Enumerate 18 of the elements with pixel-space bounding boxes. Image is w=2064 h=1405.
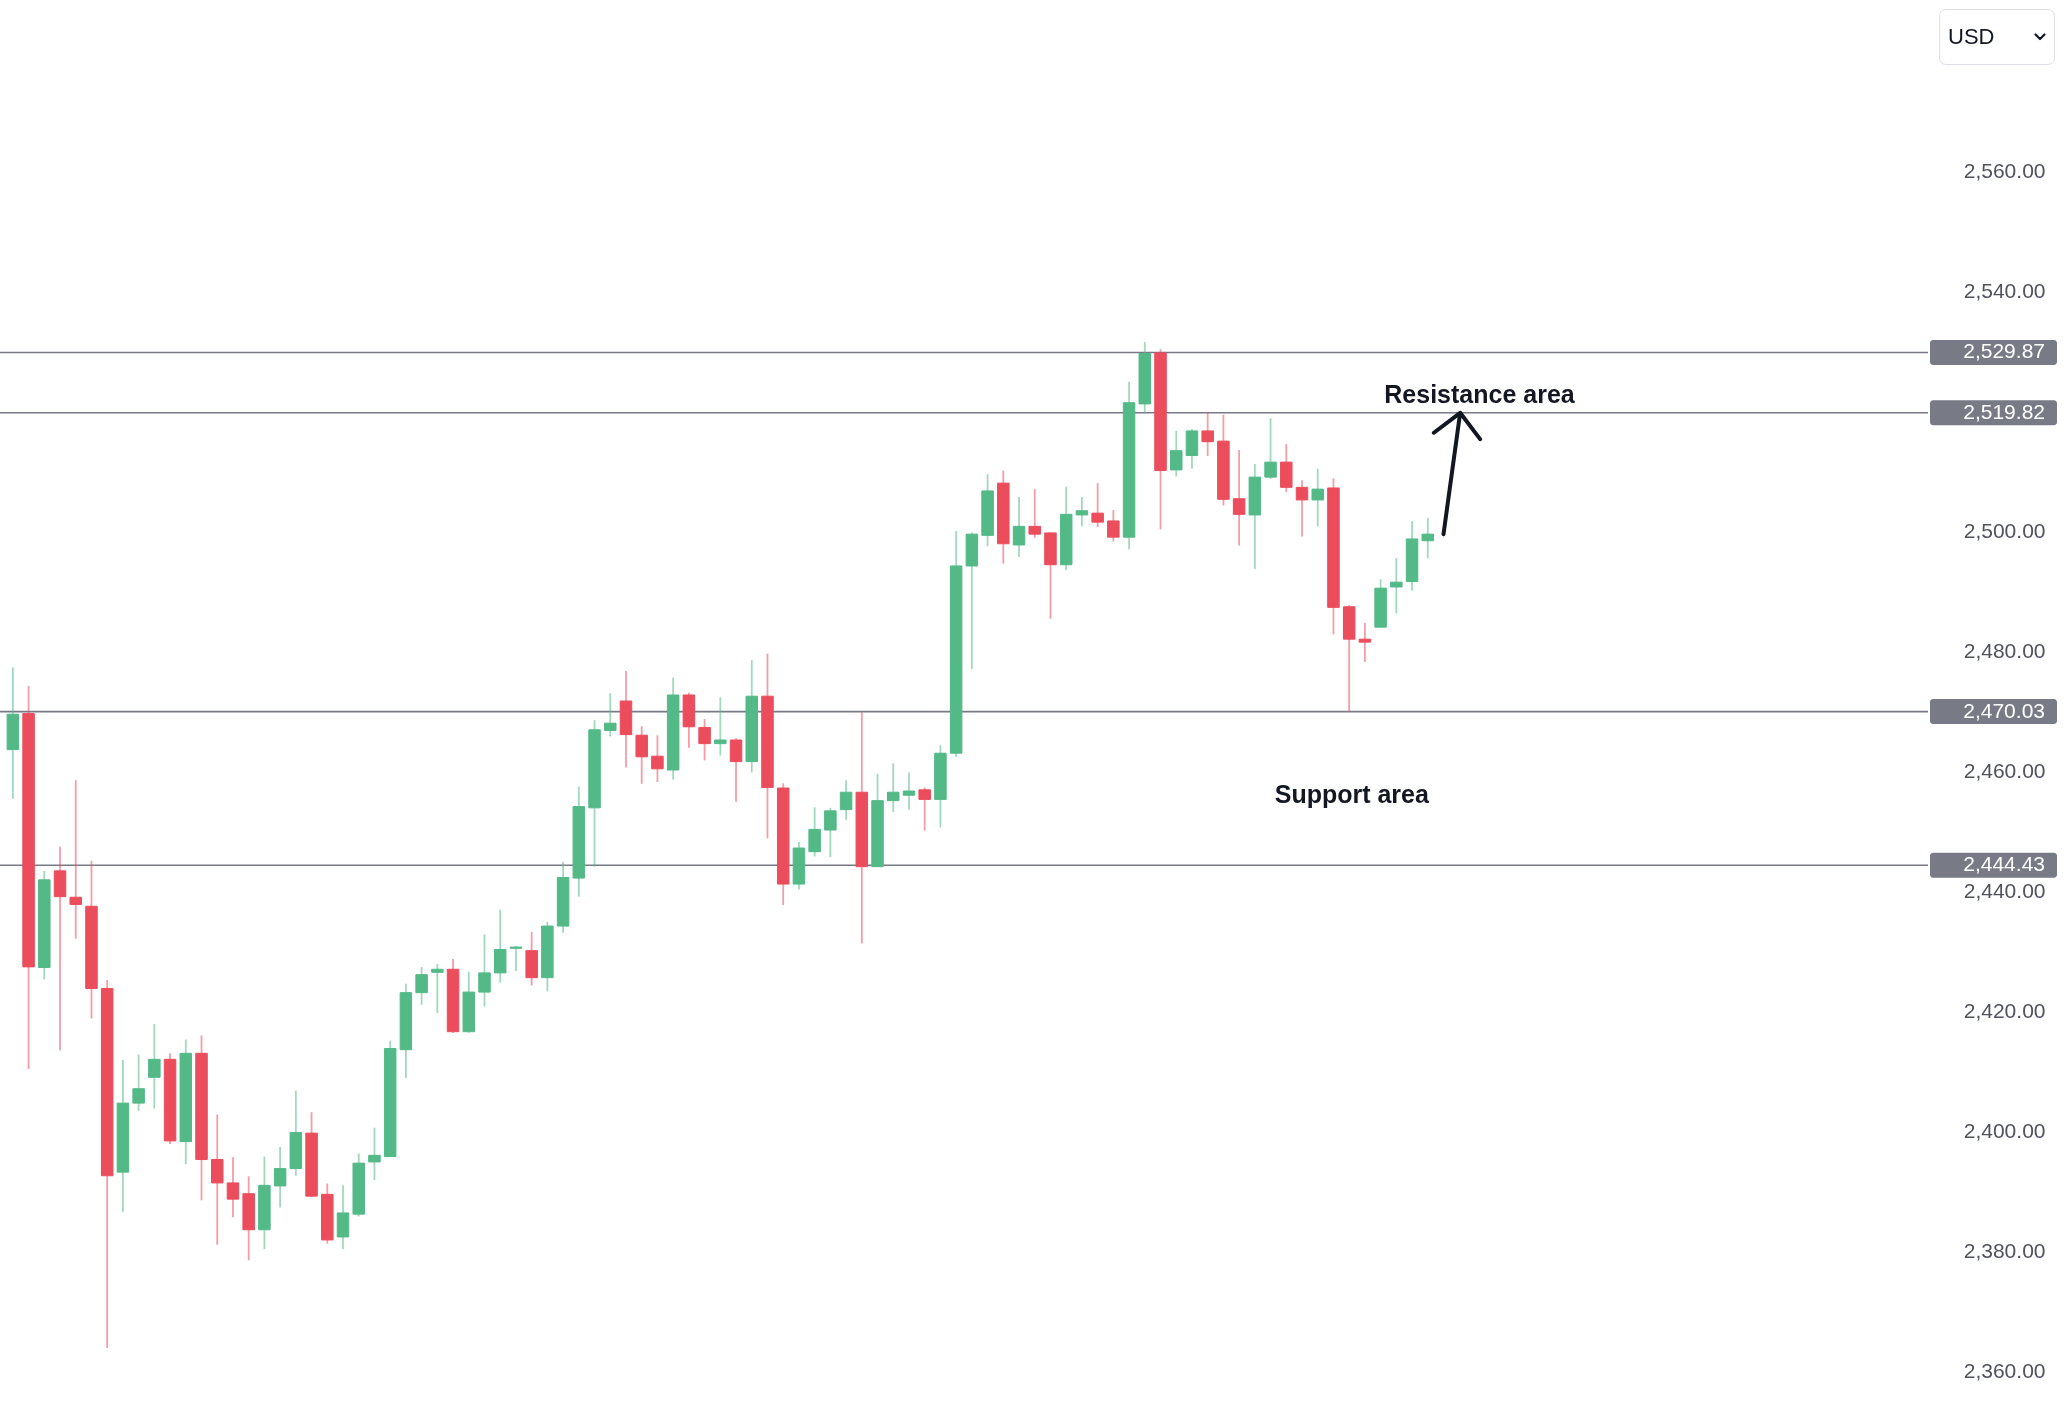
ref-line-label: 2,444.43 xyxy=(1963,852,2045,876)
y-tick-label: 2,360.00 xyxy=(1963,1359,2046,1383)
y-tick-label: 2,420.00 xyxy=(1963,999,2046,1023)
y-tick-label: 2,400.00 xyxy=(1963,1119,2046,1143)
y-axis-title: USD xyxy=(1948,24,1995,50)
ref-line-label: 2,470.03 xyxy=(1963,698,2045,722)
ref-line-label: 2,529.87 xyxy=(1963,339,2045,363)
y-tick-label: 2,440.00 xyxy=(1963,879,2046,903)
y-tick-label: 2,380.00 xyxy=(1963,1239,2046,1263)
ref-line-label: 2,519.82 xyxy=(1963,399,2045,423)
annotation: Support area xyxy=(1274,780,1430,808)
y-tick-label: 2,460.00 xyxy=(1963,759,2046,783)
y-tick-label: 2,480.00 xyxy=(1963,639,2046,663)
y-tick-label: 2,540.00 xyxy=(1963,279,2046,303)
currency-dropdown: USD xyxy=(1939,9,2055,65)
annotation: Resistance area xyxy=(1384,380,1576,408)
y-tick-label: 2,500.00 xyxy=(1963,519,2046,543)
y-tick-label: 2,560.00 xyxy=(1963,159,2046,183)
